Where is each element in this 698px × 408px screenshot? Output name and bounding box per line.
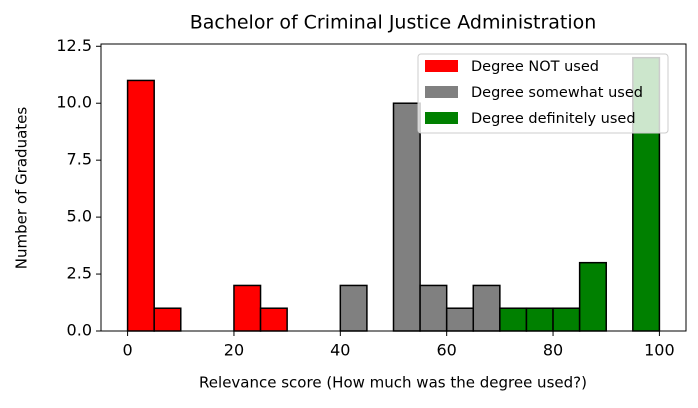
x-tick-label: 60 <box>437 341 457 360</box>
bar <box>392 102 421 332</box>
bar <box>499 307 528 332</box>
y-tick-label: 0.0 <box>67 321 92 340</box>
legend-label: Degree somewhat used <box>471 85 643 101</box>
x-tick-label: 0 <box>122 341 132 360</box>
bar <box>339 284 368 332</box>
bar <box>472 284 501 332</box>
bar <box>525 307 554 332</box>
bar <box>445 307 475 332</box>
y-tick-label: 7.5 <box>67 150 92 169</box>
legend-swatch <box>425 86 458 98</box>
chart-title: Bachelor of Criminal Justice Administrat… <box>190 12 597 34</box>
x-tick-label: 40 <box>330 341 350 360</box>
y-tick-label: 10.0 <box>56 93 92 112</box>
bar <box>126 79 155 332</box>
x-axis-label: Relevance score (How much was the degree… <box>199 374 587 392</box>
bar <box>552 307 581 332</box>
y-tick-label: 2.5 <box>67 264 92 283</box>
y-axis-label: Number of Graduates <box>13 107 31 270</box>
x-tick-label: 100 <box>644 341 675 360</box>
legend-label: Degree definitely used <box>471 111 636 127</box>
bar <box>259 307 288 332</box>
bar <box>233 284 262 332</box>
x-tick-label: 20 <box>224 341 244 360</box>
legend-box <box>417 53 669 134</box>
plot-frame <box>100 43 687 332</box>
bar <box>578 261 607 332</box>
legend-swatch <box>425 60 458 72</box>
legend-label: Degree NOT used <box>471 59 599 75</box>
x-tick-label: 80 <box>543 341 563 360</box>
y-tick-label: 12.5 <box>56 36 92 55</box>
y-tick-label: 5.0 <box>67 207 92 226</box>
bar <box>153 307 182 332</box>
legend-swatch <box>425 112 458 124</box>
bar <box>419 284 448 332</box>
